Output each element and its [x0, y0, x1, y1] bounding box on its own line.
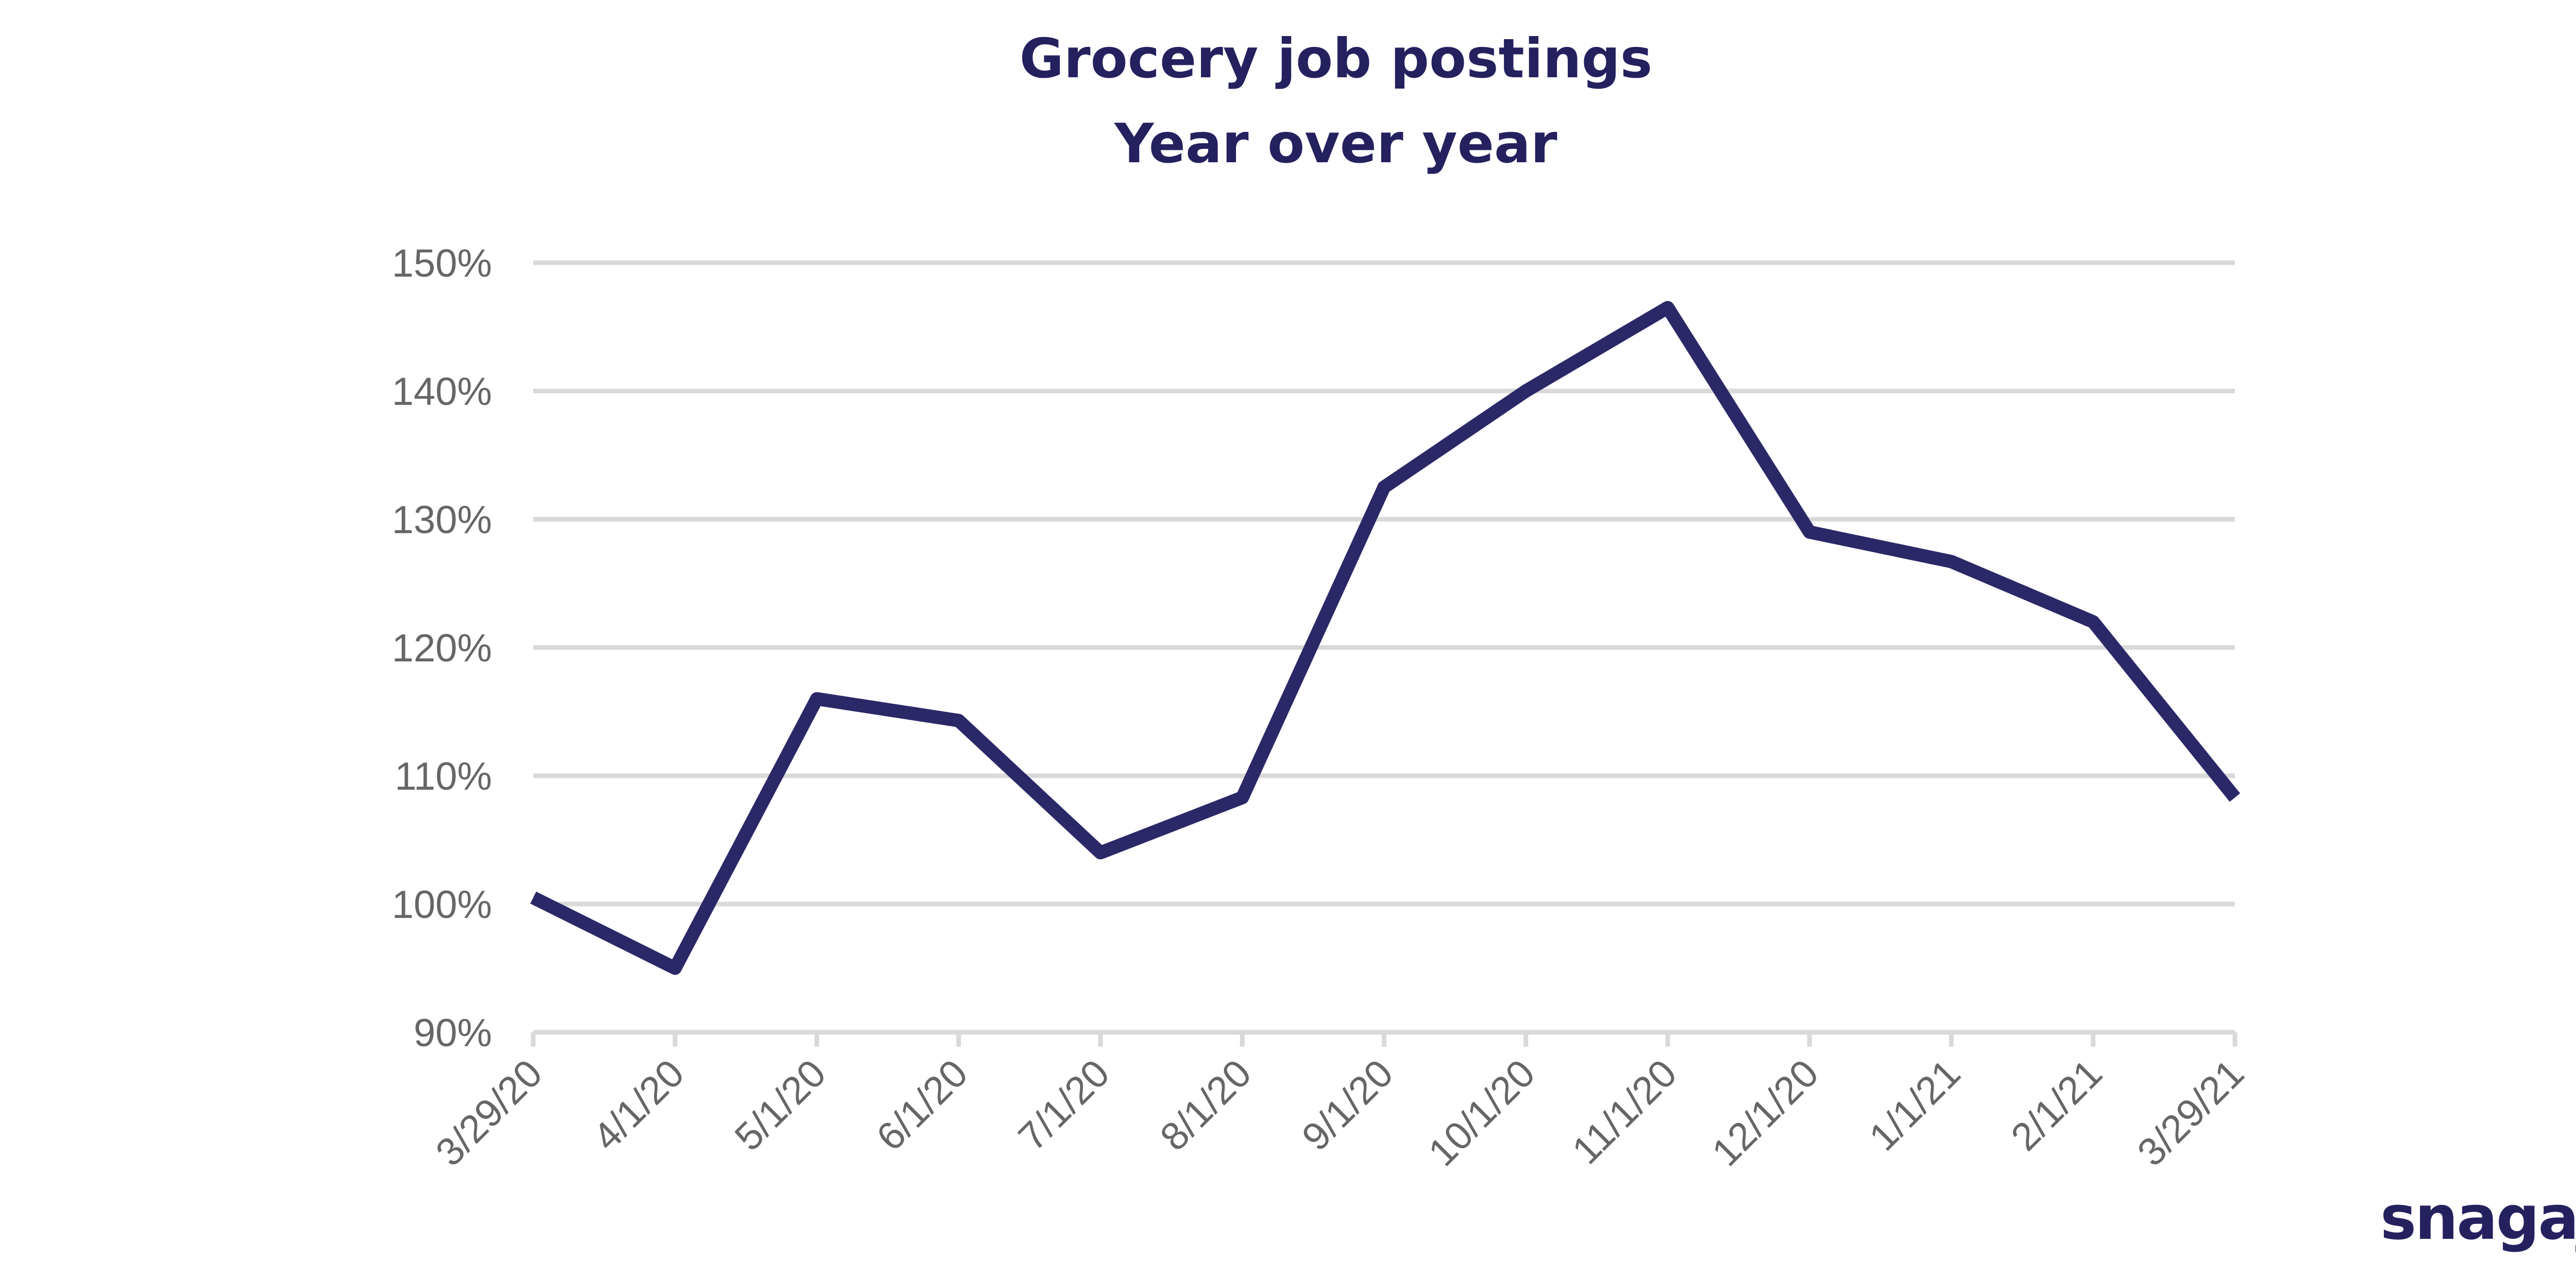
x-tick-label: 2/1/21: [2003, 1051, 2111, 1160]
x-tick-label: 6/1/20: [868, 1051, 976, 1160]
x-tick-label: 1/1/21: [1861, 1051, 1969, 1160]
x-tick-label: 12/1/20: [1704, 1051, 1827, 1174]
x-axis: 3/29/20 4/1/20 5/1/20 6/1/20 7/1/20 8/1/20 9/1…: [428, 1030, 2252, 1174]
y-tick-label: 150%: [392, 242, 492, 285]
chart-title: Grocery job postings: [1020, 27, 1653, 90]
x-tick-label: 3/29/21: [2129, 1051, 2252, 1174]
x-tick-label: 11/1/20: [1564, 1051, 1685, 1172]
x-tick-label: 7/1/20: [1010, 1051, 1118, 1160]
series-line: [530, 301, 2241, 975]
y-tick-label: 140%: [392, 370, 492, 414]
x-tick-label: 3/29/20: [428, 1051, 551, 1174]
x-tick-label: 9/1/20: [1294, 1051, 1402, 1160]
x-tick-label: 4/1/20: [585, 1051, 693, 1160]
series-layer: [530, 301, 2241, 975]
y-tick-label: 90%: [414, 1011, 492, 1055]
y-tick-label: 100%: [392, 883, 492, 927]
x-tick-label: 10/1/20: [1420, 1051, 1543, 1174]
x-tick-label: 5/1/20: [726, 1051, 835, 1160]
x-tick-label: 8/1/20: [1152, 1051, 1260, 1160]
y-tick-label: 120%: [392, 626, 492, 670]
y-tick-label: 110%: [395, 755, 492, 798]
y-tick-label: 130%: [392, 498, 492, 542]
chart-subtitle: Year over year: [1113, 112, 1557, 175]
y-axis-tick-labels: 90% 100% 110% 120% 130% 140% 150%: [392, 242, 492, 1055]
snagajob-logo: snagajob: [2380, 1182, 2576, 1253]
gridlines: [533, 260, 2235, 907]
